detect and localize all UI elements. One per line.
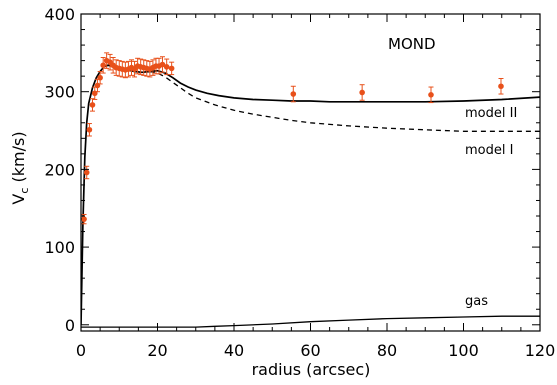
point-marker [87, 127, 93, 133]
point-marker [428, 92, 434, 98]
x-tick-label: 20 [147, 341, 167, 360]
y-axis-label-main: V [9, 194, 28, 205]
series-line-model-ii [81, 65, 540, 325]
point-marker [290, 91, 296, 97]
point-marker [97, 75, 103, 81]
mond-label: MOND [388, 35, 436, 53]
x-axis-label: radius (arcsec) [252, 360, 371, 379]
y-axis-label-unit: (km/s) [9, 131, 28, 187]
x-tick-label: 100 [448, 341, 479, 360]
y-tick-label: 300 [44, 83, 75, 102]
y-tick-label: 0 [65, 316, 75, 335]
point-marker [169, 66, 175, 72]
data-point [169, 62, 175, 74]
y-tick-label: 100 [44, 238, 75, 257]
data-point [359, 85, 365, 101]
point-marker [359, 90, 365, 96]
model-curves [81, 65, 540, 327]
x-tick-label: 120 [525, 341, 556, 360]
point-marker [164, 64, 170, 70]
data-point [90, 99, 96, 111]
data-point [87, 124, 93, 136]
x-tick-label: 40 [224, 341, 244, 360]
y-tick-label: 400 [44, 5, 75, 24]
y-tick-label: 200 [44, 160, 75, 179]
observed-points [81, 53, 504, 224]
point-marker [90, 102, 96, 108]
gas-label: gas [465, 294, 488, 309]
x-tick-label: 80 [377, 341, 397, 360]
x-tick-label: 60 [300, 341, 320, 360]
point-marker [84, 170, 90, 176]
y-axis-label: Vc (km/s) [9, 131, 31, 204]
data-point [290, 86, 296, 102]
model-ii-label: model II [465, 106, 517, 121]
x-tick-label: 0 [76, 341, 86, 360]
data-point [498, 78, 504, 94]
model-i-label: model I [465, 143, 513, 158]
point-marker [100, 62, 106, 68]
point-marker [498, 83, 504, 89]
point-marker [81, 216, 87, 222]
data-point [428, 87, 434, 103]
